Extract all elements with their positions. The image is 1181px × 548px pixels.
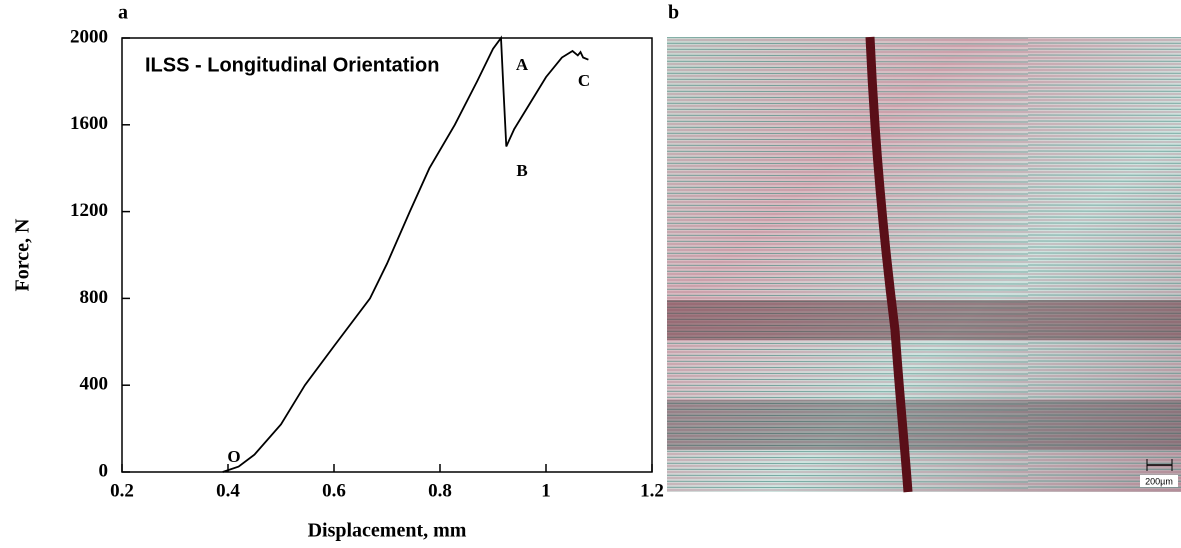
y-tick-label: 1200 — [70, 200, 108, 221]
point-annotation: A — [516, 55, 529, 74]
plot-frame — [121, 37, 653, 473]
fiber-streaks — [667, 37, 1181, 492]
point-annotation: O — [227, 447, 240, 466]
x-tick-label: 0.6 — [322, 480, 346, 501]
scale-label: 200µm — [1145, 476, 1173, 486]
x-tick-label: 0.8 — [428, 480, 452, 501]
y-tick-label: 1600 — [70, 113, 108, 134]
chart-title: ILSS - Longitudinal Orientation — [145, 54, 439, 76]
y-axis-title: Force, N — [12, 218, 34, 291]
y-tick-label: 2000 — [70, 26, 108, 47]
dark-band — [667, 400, 1181, 450]
plot: 0.2 0.4 0.6 0.8 1 1.2 0 400 800 1200 1600 2000 A B C O — [70, 26, 664, 501]
x-tick-label: 1.2 — [640, 480, 664, 501]
point-annotation: B — [516, 161, 527, 180]
scale-label-bg — [1140, 475, 1178, 487]
panel-label: b — [668, 2, 679, 24]
force-curve — [222, 35, 589, 473]
x-tick-label: 0.4 — [216, 480, 240, 501]
y-tick-label: 400 — [80, 374, 109, 395]
x-axis-title: Displacement, mm — [308, 520, 467, 542]
panel-label: a — [118, 2, 128, 24]
y-tick-label: 0 — [99, 460, 109, 481]
x-tick-label: 1 — [541, 480, 551, 501]
micrograph: 200µm — [667, 36, 1181, 493]
y-tick-label: 800 — [80, 287, 109, 308]
crack — [865, 36, 913, 493]
x-tick-label: 0.2 — [110, 480, 134, 501]
point-annotation: C — [578, 71, 590, 90]
dark-band — [667, 300, 1181, 340]
